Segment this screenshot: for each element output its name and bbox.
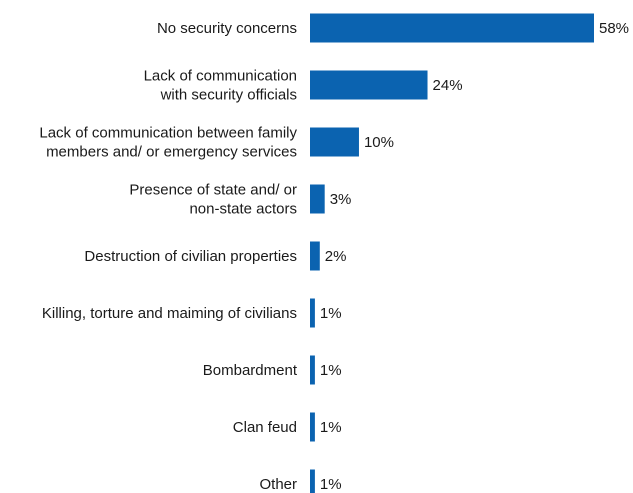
value-label-8: 1% [320,476,342,493]
category-label-8: Other [259,476,297,493]
value-label-6: 1% [320,362,342,379]
value-labels: 58% 24% 10% 3% 2% 1% 1% 1% 1% [320,20,629,493]
value-label-7: 1% [320,419,342,436]
value-label-4: 2% [325,248,347,265]
bar-0 [310,13,594,43]
category-label-2: Lack of communication between family memb… [39,125,297,161]
category-label-5: Killing, torture and maiming of civilian… [42,305,297,322]
category-label-2-line-1: members and/ or emergency services [46,144,297,161]
category-label-1-line-0: Lack of communication [144,68,297,85]
bar-5 [310,298,315,328]
category-label-3-line-0: Presence of state and/ or [129,182,297,199]
category-label-1: Lack of communication with security offic… [144,68,297,104]
bar-1 [310,70,428,100]
bar-4 [310,241,320,271]
category-label-1-line-1: with security officials [160,87,297,104]
bar-2 [310,127,359,157]
category-label-2-line-0: Lack of communication between family [39,125,297,142]
category-label-6-line-0: Bombardment [203,362,298,379]
category-label-7-line-0: Clan feud [233,419,297,436]
value-label-0: 58% [599,20,629,37]
bar-6 [310,355,315,385]
value-label-3: 3% [330,191,352,208]
value-label-1: 24% [433,77,463,94]
category-label-4-line-0: Destruction of civilian properties [84,248,297,265]
bar-3 [310,184,325,214]
category-label-4: Destruction of civilian properties [84,248,297,265]
bar-8 [310,469,315,493]
bars-layer [310,13,594,493]
category-label-3: Presence of state and/ or non-state actor… [129,182,297,218]
category-label-0: No security concerns [157,20,297,37]
bar-7 [310,412,315,442]
category-label-7: Clan feud [233,419,297,436]
category-label-3-line-1: non-state actors [189,201,297,218]
category-label-6: Bombardment [203,362,298,379]
category-labels: No security concerns Lack of communicatio… [39,20,297,493]
category-label-8-line-0: Other [259,476,297,493]
category-label-0-line-0: No security concerns [157,20,297,37]
category-label-5-line-0: Killing, torture and maiming of civilian… [42,305,297,322]
value-label-2: 10% [364,134,394,151]
value-label-5: 1% [320,305,342,322]
